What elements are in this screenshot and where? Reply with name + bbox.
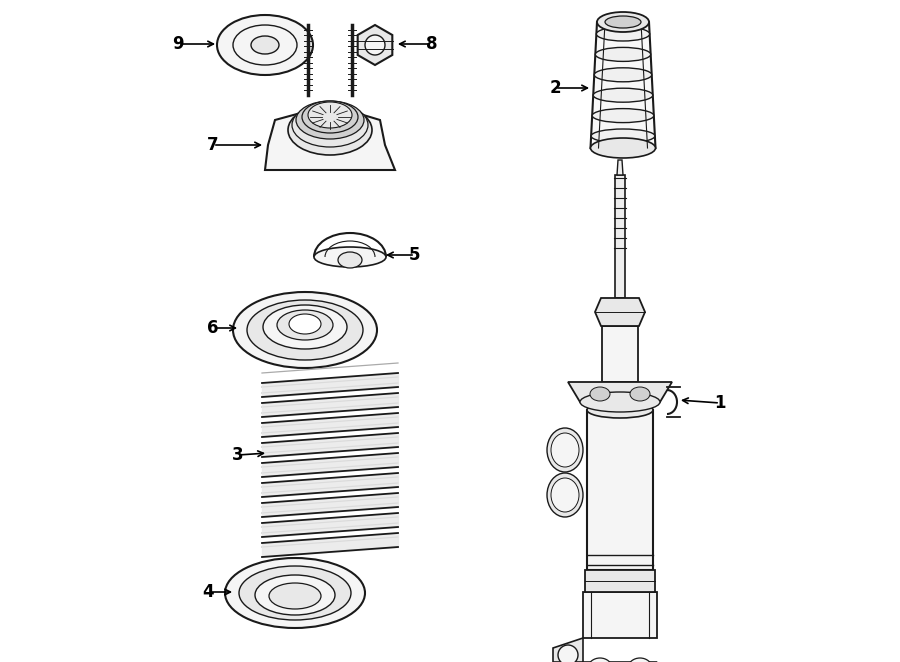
Ellipse shape <box>247 300 363 360</box>
Text: 4: 4 <box>202 583 214 601</box>
Ellipse shape <box>233 25 297 65</box>
Ellipse shape <box>551 478 579 512</box>
Ellipse shape <box>630 387 650 401</box>
Polygon shape <box>357 25 392 65</box>
Ellipse shape <box>593 88 652 102</box>
Ellipse shape <box>547 473 583 517</box>
Bar <box>615 175 625 298</box>
Text: 9: 9 <box>172 35 184 53</box>
Ellipse shape <box>296 101 364 139</box>
Ellipse shape <box>302 101 358 133</box>
Ellipse shape <box>605 16 641 28</box>
Ellipse shape <box>251 36 279 54</box>
Polygon shape <box>568 382 672 402</box>
Ellipse shape <box>551 433 579 467</box>
Text: 1: 1 <box>715 394 725 412</box>
Bar <box>585 570 655 592</box>
Polygon shape <box>553 638 583 662</box>
Polygon shape <box>595 298 645 326</box>
Ellipse shape <box>338 252 362 268</box>
Ellipse shape <box>292 103 368 147</box>
Ellipse shape <box>597 12 649 32</box>
Text: 2: 2 <box>549 79 561 97</box>
Polygon shape <box>617 160 623 175</box>
Ellipse shape <box>595 48 651 62</box>
Ellipse shape <box>594 68 652 82</box>
Ellipse shape <box>277 310 333 340</box>
Ellipse shape <box>255 575 335 615</box>
Ellipse shape <box>591 129 655 143</box>
Ellipse shape <box>225 558 365 628</box>
Ellipse shape <box>558 645 578 662</box>
Ellipse shape <box>592 109 653 122</box>
Ellipse shape <box>239 566 351 620</box>
Ellipse shape <box>587 402 653 418</box>
Text: 5: 5 <box>410 246 421 264</box>
Ellipse shape <box>365 35 385 55</box>
Ellipse shape <box>314 247 386 267</box>
Bar <box>583 592 657 638</box>
Bar <box>587 410 653 570</box>
Ellipse shape <box>628 658 652 662</box>
Ellipse shape <box>263 305 347 349</box>
Text: 6: 6 <box>207 319 219 337</box>
Ellipse shape <box>233 292 377 368</box>
Ellipse shape <box>308 102 352 128</box>
Polygon shape <box>265 105 395 170</box>
Text: 3: 3 <box>232 446 244 464</box>
Ellipse shape <box>288 105 372 155</box>
Ellipse shape <box>588 658 612 662</box>
Ellipse shape <box>590 138 655 158</box>
Text: 8: 8 <box>427 35 437 53</box>
Polygon shape <box>590 22 655 148</box>
Ellipse shape <box>590 387 610 401</box>
Text: 7: 7 <box>207 136 219 154</box>
Ellipse shape <box>580 392 660 412</box>
Ellipse shape <box>217 15 313 75</box>
Ellipse shape <box>547 428 583 472</box>
Ellipse shape <box>289 314 321 334</box>
Bar <box>602 326 638 382</box>
Ellipse shape <box>597 27 650 41</box>
Ellipse shape <box>269 583 321 609</box>
